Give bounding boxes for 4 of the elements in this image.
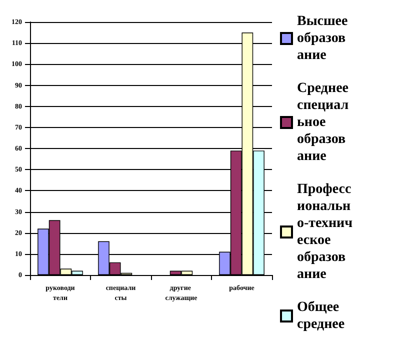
- legend-label: Среднее специальное образование: [297, 81, 352, 164]
- legend-label: Высшее образование: [297, 14, 352, 63]
- legend-label: Профессионально-техническое образование: [297, 182, 353, 282]
- legend-label: Общее среднее: [297, 300, 345, 332]
